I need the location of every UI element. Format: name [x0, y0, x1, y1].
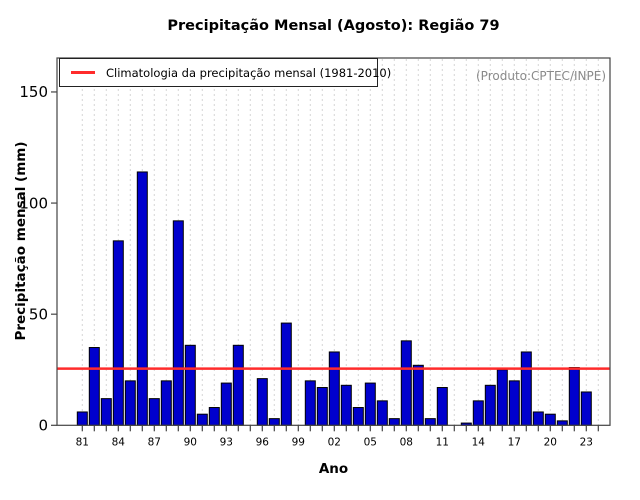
- y-tick-label: 100: [19, 194, 48, 212]
- bar-1918: [520, 351, 532, 426]
- x-tick-label: 11: [436, 436, 449, 448]
- bar-1908: [400, 340, 412, 426]
- bar-1917: [508, 380, 520, 426]
- x-tick-label: 90: [184, 436, 197, 448]
- bar-1986: [136, 171, 148, 426]
- bar-1923: [580, 391, 592, 426]
- bar-1915: [484, 384, 496, 426]
- bar-1910: [424, 418, 436, 426]
- x-tick-label: 17: [508, 436, 521, 448]
- bar-1911: [436, 387, 448, 426]
- y-tick-label: 0: [38, 417, 48, 435]
- bar-1916: [496, 369, 508, 426]
- bar-1906: [376, 400, 388, 426]
- bar-1907: [388, 418, 400, 426]
- climatology-line-swatch: [71, 71, 95, 74]
- x-tick-label: 84: [112, 436, 126, 448]
- bar-1900: [304, 380, 316, 426]
- bar-1992: [208, 407, 220, 426]
- bar-1988: [160, 380, 172, 426]
- bar-1914: [472, 400, 484, 426]
- legend: Climatologia da precipitação mensal (198…: [59, 58, 391, 87]
- legend-label: Climatologia da precipitação mensal (198…: [106, 65, 392, 80]
- bar-1921: [556, 420, 568, 426]
- bar-1997: [268, 418, 280, 426]
- bar-1922: [568, 367, 580, 426]
- bar-1985: [124, 380, 136, 426]
- bar-1982: [88, 347, 100, 426]
- bar-1905: [364, 382, 376, 426]
- x-axis-title: Ano: [318, 461, 349, 477]
- bar-1902: [328, 351, 340, 426]
- x-tick-label: 14: [472, 436, 486, 448]
- y-tick-label: 50: [29, 305, 48, 323]
- x-tick-label: 96: [256, 436, 270, 448]
- producer-credit: (Produto:CPTEC/INPE): [476, 69, 606, 83]
- bar-1987: [148, 398, 160, 426]
- x-tick-label: 08: [400, 436, 413, 448]
- x-tick-label: 05: [364, 436, 377, 448]
- chart-title: Precipitação Mensal (Agosto): Região 79: [167, 18, 500, 34]
- x-tick-label: 93: [220, 436, 233, 448]
- x-tick-label: 02: [328, 436, 341, 448]
- bar-1904: [352, 407, 364, 426]
- bar-1994: [232, 344, 244, 426]
- y-axis-title: Precipitação mensal (mm): [13, 141, 29, 341]
- bar-1901: [316, 387, 328, 426]
- x-tick-label: 23: [580, 436, 593, 448]
- bar-1981: [76, 411, 88, 426]
- bar-1920: [544, 413, 556, 426]
- bar-1990: [184, 344, 196, 426]
- bar-1991: [196, 413, 208, 426]
- bar-1903: [340, 384, 352, 426]
- x-tick-label: 81: [76, 436, 89, 448]
- x-tick-label: 87: [148, 436, 161, 448]
- bar-1989: [172, 220, 184, 426]
- bar-1919: [532, 411, 544, 426]
- bar-1983: [100, 398, 112, 426]
- x-tick-label: 99: [292, 436, 305, 448]
- bar-1996: [256, 378, 268, 426]
- bar-1993: [220, 382, 232, 426]
- bar-1984: [112, 240, 124, 426]
- y-tick-label: 150: [19, 83, 48, 101]
- x-tick-label: 20: [544, 436, 557, 448]
- bar-1909: [412, 364, 424, 426]
- bar-1998: [280, 322, 292, 426]
